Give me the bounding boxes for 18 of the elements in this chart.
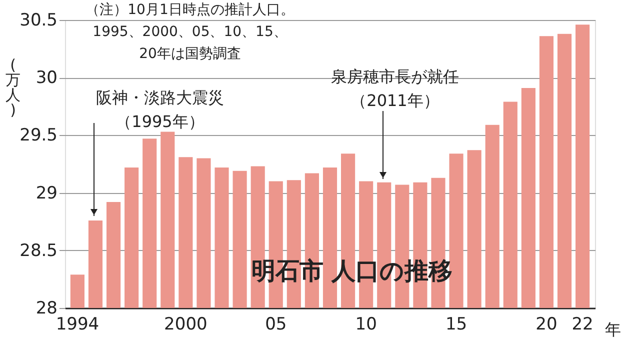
x-tick-label: 05 — [265, 314, 287, 334]
annotation: （注）10月1日時点の推計人口。 1995、2000、05、10、15、 20年は国勢調査 — [86, 2, 294, 62]
x-tick-label: 20 — [536, 314, 558, 334]
y-tick-label: 29 — [36, 183, 58, 204]
y-tick-label: 28.5 — [20, 240, 58, 261]
y-tick-label: 29.5 — [20, 126, 58, 146]
y-tick-label: 28 — [36, 298, 58, 318]
y-tick-label: 30 — [36, 68, 58, 88]
x-tick-label: 15 — [445, 314, 468, 334]
y-tick-label: 30.5 — [20, 10, 58, 30]
x-tick-label: 1994 — [56, 314, 100, 334]
annotation: 阪神・淡路大震災（1995年） — [96, 88, 224, 131]
x-axis-title: 年 — [605, 320, 621, 339]
x-tick-label: 10 — [355, 314, 377, 334]
x-tick-label: 22 — [572, 314, 594, 334]
annotation: 泉房穂市長が就任（2011年） — [331, 67, 459, 110]
y-axis-title: (万人) — [6, 56, 20, 119]
x-tick-label: 2000 — [164, 314, 208, 334]
